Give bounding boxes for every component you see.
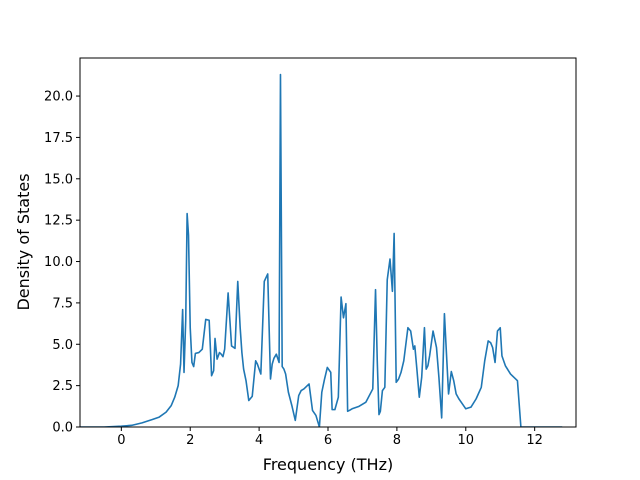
y-tick-label: 10.0 bbox=[44, 255, 73, 270]
y-axis-title: Density of States bbox=[14, 173, 33, 310]
x-tick-label: 6 bbox=[324, 433, 332, 448]
x-tick-label: 0 bbox=[117, 433, 125, 448]
y-tick-label: 20.0 bbox=[44, 90, 73, 105]
plot-area-background bbox=[80, 58, 576, 427]
y-tick-label: 0.0 bbox=[52, 421, 73, 436]
dos-series-line-0 bbox=[80, 73, 563, 427]
x-axis-title: Frequency (THz) bbox=[263, 455, 393, 474]
y-tick-label: 5.0 bbox=[52, 338, 73, 353]
y-tick-label: 7.5 bbox=[52, 296, 73, 311]
y-tick-label: 12.5 bbox=[44, 214, 73, 229]
y-tick-label: 15.0 bbox=[44, 172, 73, 187]
x-tick-label: 2 bbox=[186, 433, 194, 448]
y-axis: 0.0 2.5 5.0 7.5 10.0 12.5 15.0 17.5 20.0 bbox=[44, 90, 80, 436]
plot-content bbox=[80, 73, 563, 427]
x-tick-label: 8 bbox=[393, 433, 401, 448]
y-tick-label: 17.5 bbox=[44, 131, 73, 146]
x-axis: 0 2 4 6 8 10 12 bbox=[117, 427, 543, 448]
x-tick-label: 12 bbox=[526, 433, 543, 448]
y-tick-label: 2.5 bbox=[52, 379, 73, 394]
x-tick-label: 10 bbox=[458, 433, 475, 448]
x-tick-label: 4 bbox=[255, 433, 263, 448]
